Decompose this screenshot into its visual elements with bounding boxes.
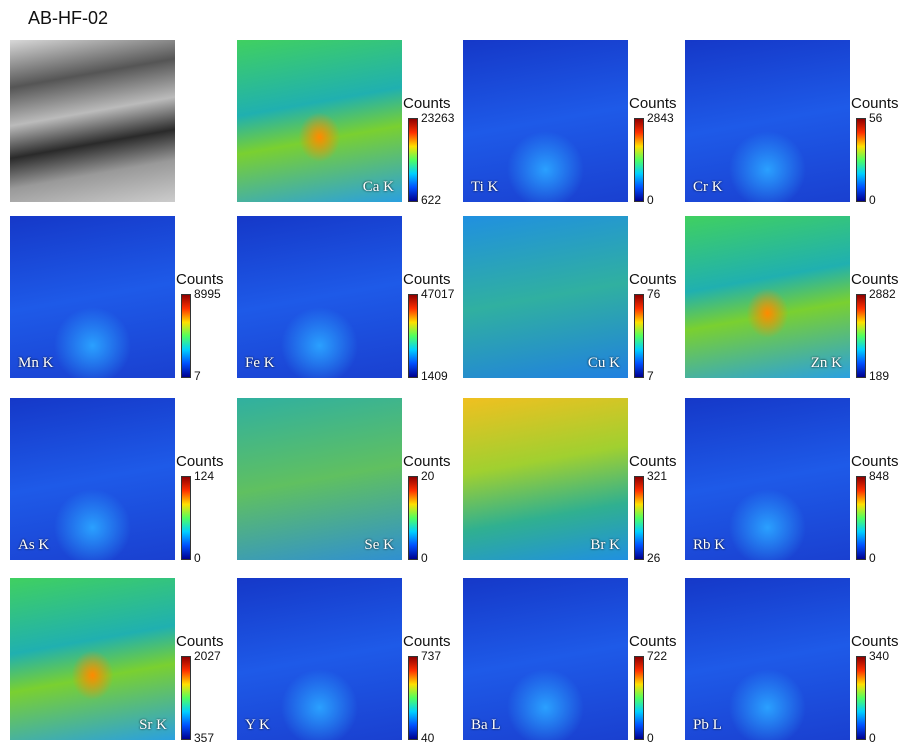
colorbar-label: Counts: [851, 95, 899, 112]
element-label: Cu K: [587, 355, 620, 371]
colorbar-min: 0: [869, 193, 876, 207]
colorbar-label: Counts: [629, 95, 677, 112]
colorbar-label: Counts: [851, 271, 899, 288]
colorbar-label: Counts: [403, 271, 451, 288]
colorbar-max: 56: [869, 111, 883, 125]
element-map: Ca K: [237, 40, 402, 202]
element-map: Ba L: [463, 578, 628, 740]
colorbar-max: 722: [647, 649, 668, 663]
element-label: As K: [18, 537, 50, 553]
colorbar-min: 622: [421, 193, 442, 207]
colorbar-label: Counts: [403, 633, 451, 650]
colorbar-max: 20: [421, 469, 435, 483]
element-label: Fe K: [245, 355, 275, 371]
colorbar: [181, 476, 191, 560]
element-map: Sr K: [10, 578, 175, 740]
colorbar-min: 0: [194, 551, 201, 565]
element-map: Y K: [237, 578, 402, 740]
colorbar-max: 124: [194, 469, 215, 483]
colorbar: [408, 118, 418, 202]
colorbar: [856, 118, 866, 202]
colorbar-min: 26: [647, 551, 661, 565]
element-label: Zn K: [810, 355, 842, 371]
colorbar-min: 40: [421, 731, 435, 745]
colorbar-label: Counts: [629, 271, 677, 288]
element-label: Ti K: [471, 179, 499, 195]
colorbar-label: Counts: [403, 95, 451, 112]
colorbar-max: 737: [421, 649, 442, 663]
element-map: Br K: [463, 398, 628, 560]
colorbar: [856, 476, 866, 560]
colorbar-min: 0: [421, 551, 428, 565]
element-map: Rb K: [685, 398, 850, 560]
colorbar-max: 340: [869, 649, 890, 663]
colorbar-min: 0: [869, 731, 876, 745]
colorbar: [634, 656, 644, 740]
colorbar-min: 0: [647, 193, 654, 207]
element-label: Mn K: [18, 355, 54, 371]
colorbar-label: Counts: [176, 633, 224, 650]
element-map: Ti K: [463, 40, 628, 202]
colorbar-min: 357: [194, 731, 215, 745]
colorbar-label: Counts: [629, 633, 677, 650]
colorbar: [408, 294, 418, 378]
colorbar: [634, 476, 644, 560]
colorbar: [634, 118, 644, 202]
colorbar-max: 47017: [421, 287, 455, 301]
colorbar-min: 7: [194, 369, 201, 383]
element-map: Cu K: [463, 216, 628, 378]
colorbar: [181, 656, 191, 740]
colorbar-min: 0: [869, 551, 876, 565]
colorbar-max: 8995: [194, 287, 221, 301]
colorbar-max: 2843: [647, 111, 674, 125]
colorbar: [408, 656, 418, 740]
element-label: Rb K: [693, 537, 726, 553]
colorbar: [408, 476, 418, 560]
colorbar-label: Counts: [851, 633, 899, 650]
colorbar-label: Counts: [176, 271, 224, 288]
element-map: Fe K: [237, 216, 402, 378]
element-label: Br K: [590, 537, 620, 553]
colorbar-min: 7: [647, 369, 654, 383]
element-map: Mn K: [10, 216, 175, 378]
element-map: Se K: [237, 398, 402, 560]
colorbar-max: 23263: [421, 111, 455, 125]
element-label: Ba L: [471, 717, 501, 733]
element-map: As K: [10, 398, 175, 560]
colorbar: [856, 294, 866, 378]
colorbar-max: 2882: [869, 287, 896, 301]
colorbar-max: 321: [647, 469, 668, 483]
colorbar-max: 2027: [194, 649, 221, 663]
element-label: Ca K: [362, 179, 394, 195]
colorbar-label: Counts: [851, 453, 899, 470]
colorbar: [856, 656, 866, 740]
colorbar-max: 76: [647, 287, 661, 301]
colorbar-min: 0: [647, 731, 654, 745]
element-map: Pb L: [685, 578, 850, 740]
colorbar: [181, 294, 191, 378]
colorbar-label: Counts: [176, 453, 224, 470]
colorbar-label: Counts: [629, 453, 677, 470]
figure-title: AB-HF-02: [28, 8, 109, 28]
element-label: Sr K: [139, 717, 167, 733]
element-map: Cr K: [685, 40, 850, 202]
colorbar-min: 189: [869, 369, 890, 383]
element-label: Cr K: [693, 179, 723, 195]
element-label: Pb L: [693, 717, 722, 733]
photo: [10, 40, 175, 202]
colorbar-max: 848: [869, 469, 890, 483]
colorbar-min: 1409: [421, 369, 448, 383]
element-map: Zn K: [685, 216, 850, 378]
colorbar-label: Counts: [403, 453, 451, 470]
colorbar: [634, 294, 644, 378]
element-label: Se K: [364, 537, 394, 553]
element-label: Y K: [245, 717, 270, 733]
